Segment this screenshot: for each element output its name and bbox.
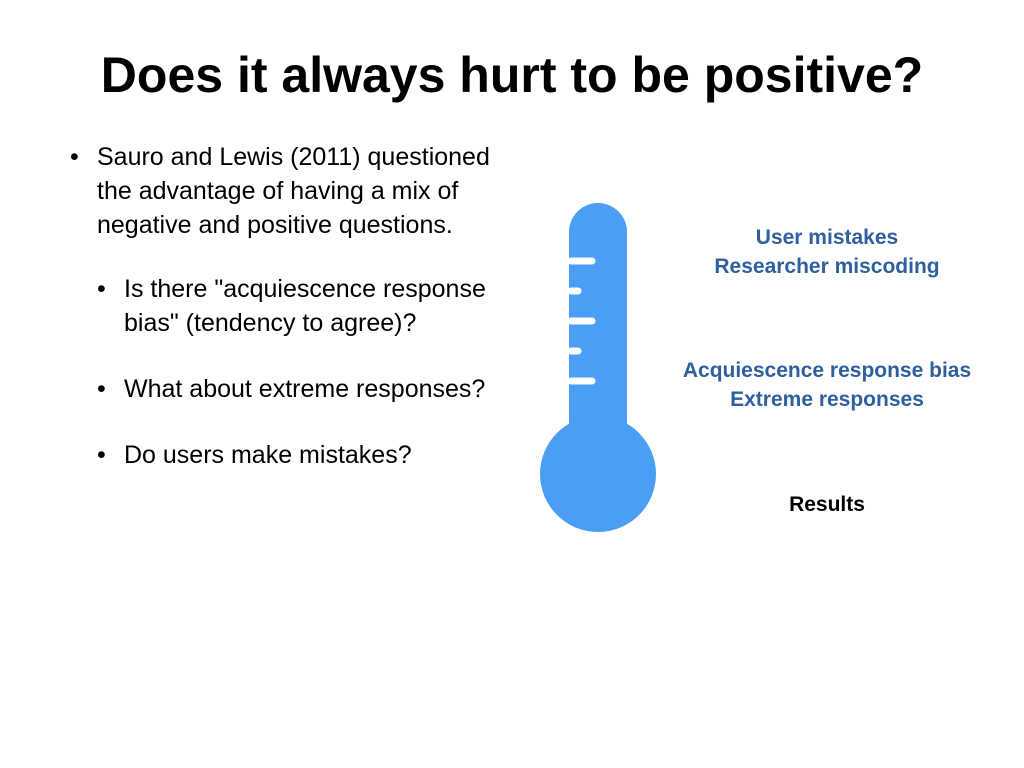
label-researcher-miscoding: Researcher miscoding	[714, 255, 940, 278]
bullet-marker: •	[97, 441, 106, 469]
bullet-list: • Sauro and Lewis (2011) questioned the …	[70, 140, 500, 504]
sub-bullet: • Is there "acquiescence response bias" …	[97, 272, 500, 340]
label-user-mistakes: User mistakes	[755, 226, 899, 249]
sub-bullet: • What about extreme responses?	[97, 372, 500, 406]
label-extreme-responses: Extreme responses	[730, 388, 924, 411]
label-group-top: User mistakes Researcher miscoding	[640, 223, 1014, 281]
bullet-marker: •	[97, 375, 106, 403]
main-bullet: • Sauro and Lewis (2011) questioned the …	[70, 140, 500, 242]
thermometer-icon	[540, 203, 656, 532]
thermometer-stem	[569, 203, 627, 463]
bullet-marker: •	[97, 275, 106, 303]
slide-title: Does it always hurt to be positive?	[100, 47, 924, 103]
thermometer-bulb	[540, 416, 656, 532]
sub-bullet-list: • Is there "acquiescence response bias" …	[97, 272, 500, 472]
sub-bullet-text: Is there "acquiescence response bias" (t…	[124, 275, 486, 337]
bullet-marker: •	[70, 143, 79, 171]
sub-bullet-text: What about extreme responses?	[124, 375, 486, 403]
label-results: Results	[789, 493, 865, 516]
label-group-bottom: Results	[640, 490, 1014, 519]
main-bullet-text: Sauro and Lewis (2011) questioned the ad…	[97, 143, 490, 239]
thermometer-ticks	[567, 257, 596, 385]
label-acquiescence-bias: Acquiescence response bias	[682, 359, 972, 382]
sub-bullet: • Do users make mistakes?	[97, 438, 500, 472]
label-group-middle: Acquiescence response bias Extreme respo…	[640, 356, 1014, 414]
sub-bullet-text: Do users make mistakes?	[124, 441, 412, 469]
